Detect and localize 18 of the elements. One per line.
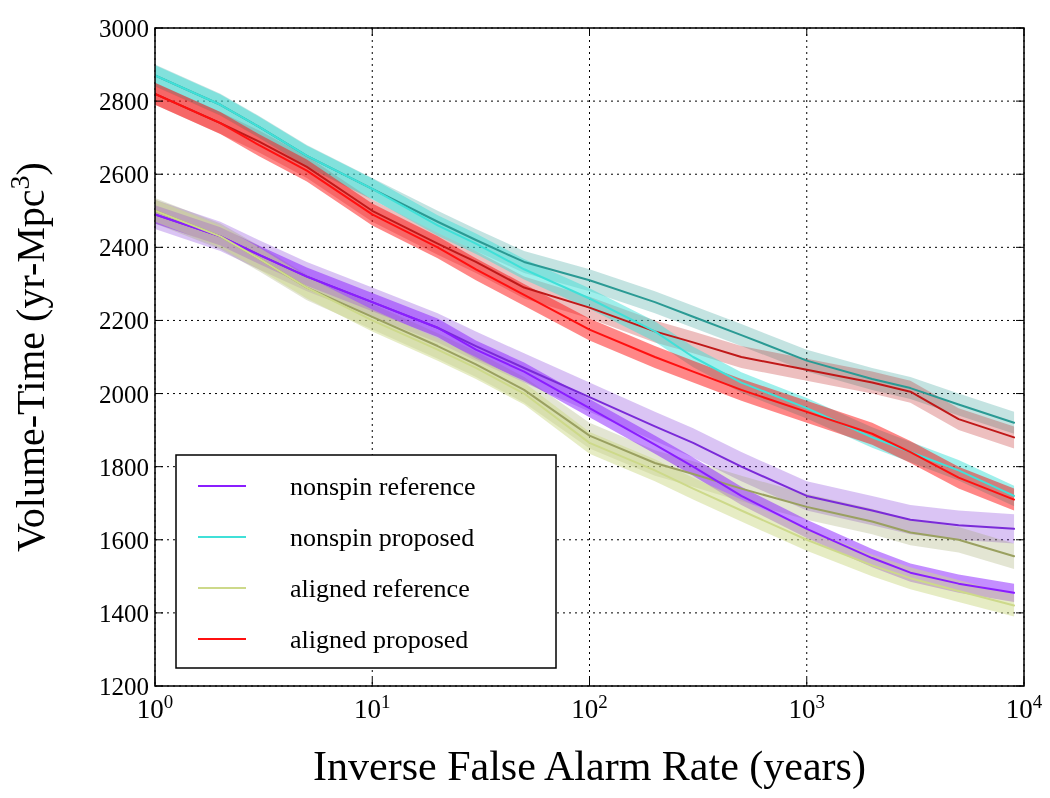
y-tick-label: 2200 <box>99 307 149 335</box>
y-tick-label: 1800 <box>99 453 149 481</box>
x-tick-label: 10$^{2}$ <box>571 690 608 724</box>
legend-label: aligned proposed <box>290 625 469 654</box>
y-tick-label: 2800 <box>99 88 149 116</box>
legend-label: nonspin reference <box>290 472 476 501</box>
x-axis-title: Inverse False Alarm Rate (years) <box>313 743 866 790</box>
y-tick-label: 3000 <box>99 15 149 42</box>
x-tick-label: 10$^{1}$ <box>354 690 391 724</box>
y-tick-label: 2400 <box>99 234 149 262</box>
x-tick-label: 10$^{3}$ <box>788 690 825 724</box>
y-tick-label: 1400 <box>99 599 149 627</box>
x-tick-label: 10$^{4}$ <box>1005 690 1043 724</box>
legend-label: nonspin proposed <box>290 523 475 552</box>
legend-label: aligned reference <box>290 574 470 603</box>
y-tick-label: 1600 <box>99 526 149 554</box>
y-tick-label: 2600 <box>99 161 149 189</box>
y-tick-label: 2000 <box>99 380 149 408</box>
